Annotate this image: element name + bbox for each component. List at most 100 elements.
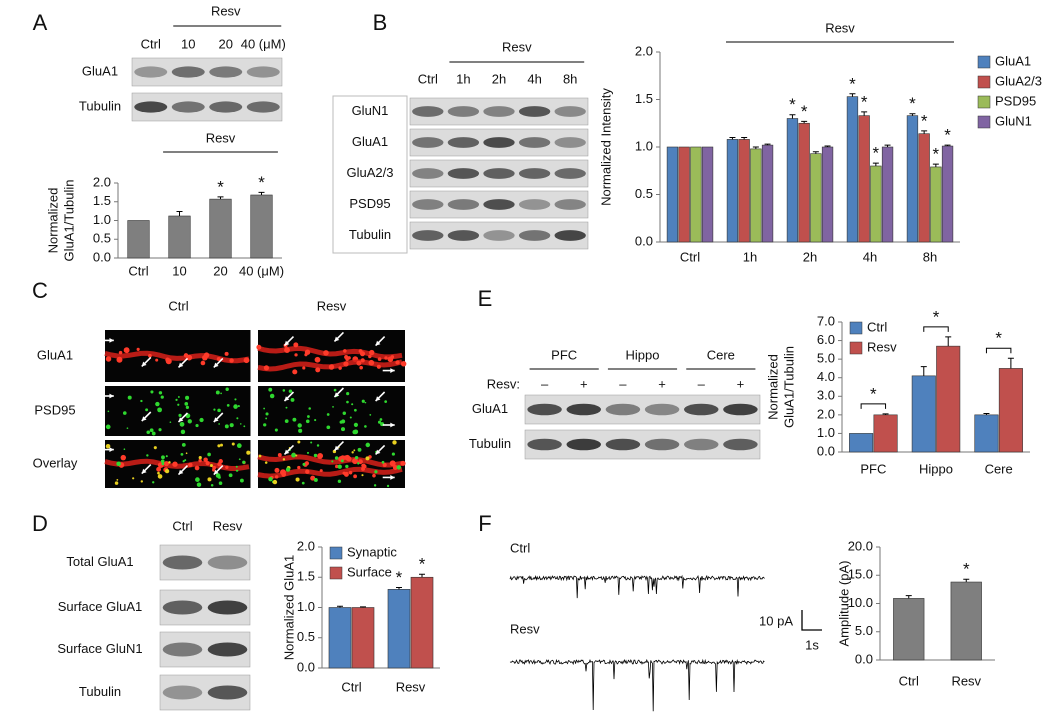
current-trace (509, 574, 765, 599)
bracket (860, 403, 887, 409)
lane-label: 40 (μM) (241, 36, 286, 51)
dendrite (257, 454, 403, 468)
punctum (354, 408, 357, 412)
significance-marker: * (909, 94, 916, 113)
bar (250, 194, 273, 259)
blot-band (412, 230, 444, 241)
blot-band (207, 685, 248, 700)
arrow-head (375, 449, 381, 455)
y-tick-label: 1.0 (93, 212, 111, 227)
punctum (365, 442, 371, 448)
punctum (340, 427, 346, 432)
punctum (238, 458, 241, 461)
punctum (140, 399, 143, 403)
punctum (116, 478, 119, 481)
blot-band (246, 66, 280, 78)
punctum (200, 360, 206, 366)
punctum (335, 464, 339, 469)
punctum (345, 464, 349, 469)
y-tick-label: 5.0 (855, 623, 873, 638)
legend-label: Resv (867, 339, 897, 354)
y-tick-label: 2.0 (297, 538, 315, 553)
x-tick-label: Ctrl (341, 679, 361, 694)
y-axis-label: GluA1/Tubulin (781, 346, 796, 428)
punctum (356, 360, 362, 366)
punctum (361, 466, 366, 471)
punctum (346, 392, 350, 396)
y-tick-label: 1.5 (93, 193, 111, 208)
punctum (155, 401, 160, 407)
region-label: Cere (707, 347, 735, 362)
punctum (217, 408, 221, 413)
punctum (301, 481, 305, 485)
punctum (295, 477, 300, 482)
bar (974, 414, 999, 453)
lane-label: 1h (456, 71, 470, 86)
arrow-head (284, 449, 290, 455)
arrow-head (141, 361, 147, 367)
punctum (284, 347, 290, 353)
punctum (212, 468, 216, 472)
bar (690, 146, 702, 243)
arrow-head (390, 475, 395, 480)
punctum (265, 417, 268, 420)
punctum (351, 451, 354, 454)
punctum (118, 350, 123, 355)
bar (750, 148, 762, 243)
blot-band (134, 101, 168, 113)
x-tick-label: 40 (μM) (239, 263, 284, 278)
punctum (342, 471, 346, 475)
scale-label: 1s (805, 637, 819, 652)
punctum (235, 465, 238, 468)
punctum (105, 443, 111, 449)
blot-band (554, 106, 586, 117)
punctum (220, 443, 223, 447)
row-label: GluA1 (352, 134, 388, 149)
punctum (239, 423, 242, 425)
group-label: Resv (825, 20, 855, 35)
punctum (332, 406, 334, 408)
punctum (342, 411, 347, 415)
punctum (120, 454, 127, 461)
lane-label: 8h (563, 71, 577, 86)
group-label: Resv (211, 3, 241, 18)
error-bar (963, 578, 970, 583)
punctum (272, 479, 278, 485)
significance-marker: * (789, 95, 796, 114)
punctum (231, 442, 235, 446)
error-bar (920, 366, 927, 376)
error-bar (884, 144, 891, 147)
punctum (353, 422, 359, 427)
bar (738, 139, 750, 243)
blot-band (171, 66, 205, 78)
punctum (368, 354, 372, 359)
punctum (348, 470, 353, 475)
row-label: PSD95 (349, 196, 390, 211)
row-label: Tubulin (349, 227, 391, 242)
punctum (384, 400, 388, 404)
punctum (215, 473, 221, 478)
legend-label: GluN1 (995, 113, 1032, 128)
punctum (226, 404, 230, 407)
punctum (116, 461, 121, 467)
bar (786, 118, 799, 243)
punctum (213, 408, 216, 411)
punctum (361, 474, 364, 477)
bar (351, 607, 375, 669)
punctum (269, 393, 275, 399)
punctum (310, 475, 316, 481)
blot-band (209, 101, 243, 113)
error-bar (921, 130, 928, 134)
error-bar (729, 137, 736, 140)
punctum (207, 477, 212, 482)
y-tick-label: 7.0 (817, 313, 835, 328)
punctum (343, 349, 347, 353)
arrow-head (375, 396, 381, 401)
dendrite (257, 345, 403, 360)
current-trace (509, 658, 765, 712)
y-tick-label: 1.0 (635, 138, 653, 153)
error-bar (801, 120, 808, 124)
x-tick-label: Ctrl (680, 249, 700, 264)
blot-band (605, 403, 641, 416)
